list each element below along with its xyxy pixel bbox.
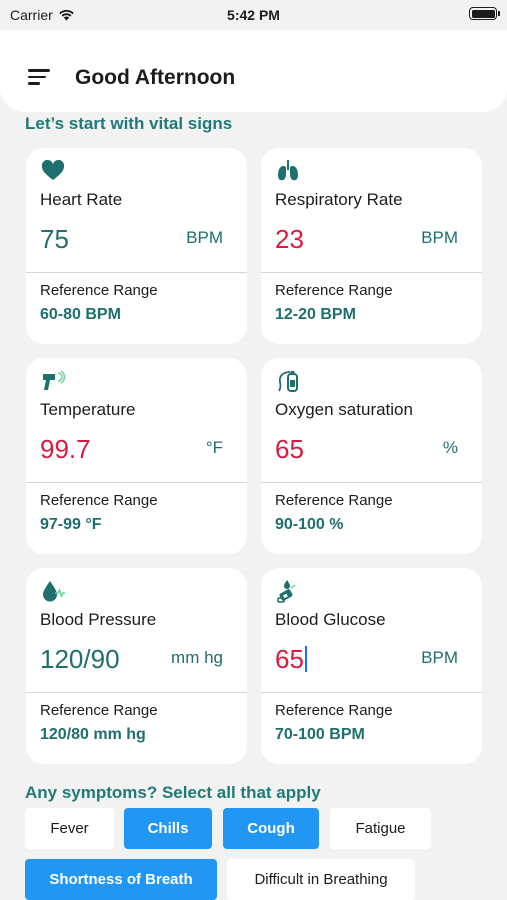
- vitals-section-title: Let’s start with vital signs: [25, 114, 233, 133]
- wifi-icon: [58, 9, 74, 21]
- card-divider: [26, 272, 247, 273]
- vital-name: Heart Rate: [40, 190, 123, 209]
- carrier-indicator: Carrier: [10, 7, 75, 23]
- reference-range-value: 97-99 °F: [40, 516, 102, 533]
- vital-card-respiratory-rate[interactable]: Respiratory Rate 23 BPM Reference Range …: [261, 148, 482, 344]
- vital-name: Temperature: [40, 400, 136, 419]
- vital-value-input[interactable]: 23: [275, 224, 304, 254]
- symptom-chip-difficult-in-breathing[interactable]: Difficult in Breathing: [227, 859, 415, 900]
- reference-range-value: 120/80 mm hg: [40, 726, 146, 743]
- vital-name: Oxygen saturation: [275, 400, 413, 419]
- reference-range-label: Reference Range: [40, 492, 158, 509]
- vital-unit: BPM: [421, 648, 458, 667]
- vital-unit: °F: [205, 438, 223, 457]
- symptom-chip-fatigue[interactable]: Fatigue: [330, 808, 431, 849]
- battery-icon: [469, 7, 500, 20]
- vital-card-heart-rate[interactable]: Heart Rate 75 BPM Reference Range 60-80 …: [26, 148, 247, 344]
- vital-unit: mm hg: [171, 648, 223, 667]
- blood-drop-icon: [43, 581, 65, 602]
- reference-range-label: Reference Range: [275, 702, 393, 719]
- vital-card-blood-pressure[interactable]: Blood Pressure 120/90 mm hg Reference Ra…: [26, 568, 247, 764]
- vital-value-input[interactable]: 120/90: [40, 644, 120, 674]
- card-divider: [26, 692, 247, 693]
- vital-name: Blood Pressure: [40, 610, 157, 629]
- status-time: 5:42 PM: [227, 7, 280, 23]
- text-cursor: [304, 646, 307, 672]
- reference-range-value: 12-20 BPM: [275, 306, 356, 323]
- vital-card-oxygen-saturation[interactable]: Oxygen saturation 65 % Reference Range 9…: [261, 358, 482, 554]
- symptoms-section-title: Any symptoms? Select all that apply: [25, 783, 321, 802]
- symptom-chip-fever[interactable]: Fever: [25, 808, 114, 849]
- vital-card-temperature[interactable]: Temperature 99.7 °F Reference Range 97-9…: [26, 358, 247, 554]
- vital-card-blood-glucose[interactable]: Blood Glucose 65 BPM Reference Range 70-…: [261, 568, 482, 764]
- vital-unit: %: [442, 438, 458, 457]
- glucose-meter-icon: [277, 580, 296, 603]
- vital-unit: BPM: [186, 228, 223, 247]
- symptom-chip-shortness-of-breath[interactable]: Shortness of Breath: [25, 859, 217, 900]
- reference-range-value: 60-80 BPM: [40, 306, 121, 323]
- card-divider: [261, 692, 482, 693]
- vital-name: Respiratory Rate: [275, 190, 403, 209]
- reference-range-value: 90-100 %: [275, 516, 344, 533]
- oxygen-tank-icon: [278, 371, 298, 392]
- carrier-label: Carrier: [10, 7, 53, 23]
- card-divider: [261, 272, 482, 273]
- lungs-icon: [278, 160, 298, 181]
- reference-range-label: Reference Range: [275, 492, 393, 509]
- heart-icon: [41, 159, 65, 180]
- vital-value-input[interactable]: 99.7: [40, 434, 91, 464]
- thermometer-gun-icon: [43, 370, 66, 390]
- card-divider: [261, 482, 482, 483]
- page-title: Good Afternoon: [75, 66, 236, 89]
- vital-value-text: 65: [275, 644, 304, 674]
- app-header: Good Afternoon: [0, 30, 507, 112]
- vital-value-input[interactable]: 75: [40, 224, 69, 254]
- symptom-chip-cough[interactable]: Cough: [223, 808, 319, 849]
- hamburger-menu-icon[interactable]: [28, 69, 52, 85]
- reference-range-label: Reference Range: [275, 282, 393, 299]
- reference-range-value: 70-100 BPM: [275, 726, 365, 743]
- status-bar: Carrier 5:42 PM: [0, 0, 507, 30]
- symptom-chip-chills[interactable]: Chills: [124, 808, 212, 849]
- reference-range-label: Reference Range: [40, 282, 158, 299]
- vital-value-input[interactable]: 65: [275, 644, 307, 675]
- vital-name: Blood Glucose: [275, 610, 386, 629]
- card-divider: [26, 482, 247, 483]
- vital-value-input[interactable]: 65: [275, 434, 304, 464]
- vital-unit: BPM: [421, 228, 458, 247]
- reference-range-label: Reference Range: [40, 702, 158, 719]
